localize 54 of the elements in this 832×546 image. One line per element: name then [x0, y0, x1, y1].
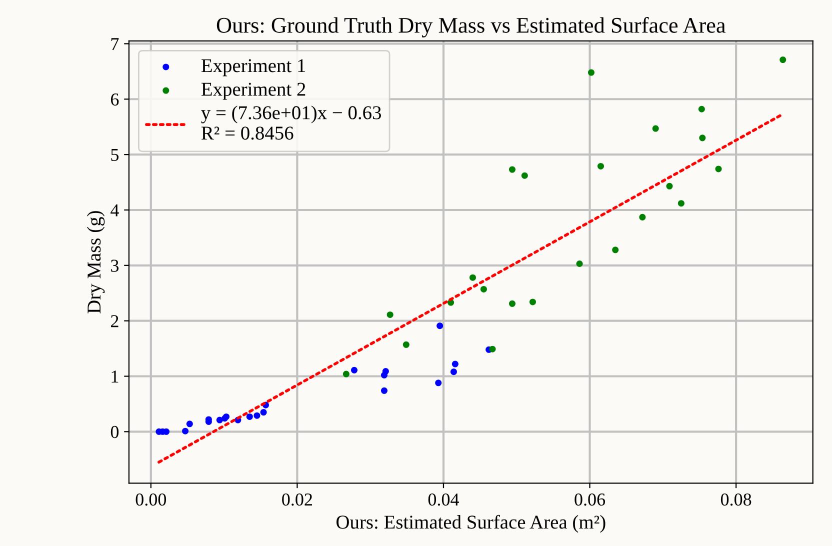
x-axis-title: Ours: Estimated Surface Area (m²) — [336, 514, 606, 533]
chart-title: Ours: Ground Truth Dry Mass vs Estimated Surface Area — [216, 16, 726, 38]
point — [508, 300, 516, 307]
point — [380, 387, 388, 394]
point — [639, 214, 646, 220]
point — [489, 346, 496, 352]
y-tick-label: 3 — [111, 260, 119, 272]
point — [469, 274, 476, 281]
point — [402, 341, 410, 348]
point — [452, 360, 458, 368]
point — [699, 134, 706, 142]
point — [529, 298, 536, 306]
point — [652, 125, 659, 132]
point — [246, 413, 253, 420]
y-axis-title: Dry Mass (g) — [86, 211, 105, 314]
y-tick-label: 1 — [112, 370, 118, 383]
point — [698, 106, 705, 112]
y-tick-label: 5 — [111, 149, 119, 162]
point — [260, 409, 267, 416]
point — [666, 182, 673, 190]
point — [386, 311, 394, 318]
legend-label: Experiment 1 — [201, 59, 306, 76]
point — [254, 412, 260, 419]
point — [508, 166, 516, 173]
x-tick-label: 0.06 — [574, 493, 606, 506]
y-tick-label: 7 — [111, 38, 119, 50]
point — [435, 380, 442, 386]
y-tick-label: 4 — [110, 204, 119, 216]
point — [186, 420, 193, 428]
x-tick-label: 0.08 — [720, 493, 752, 506]
point — [163, 428, 170, 435]
y-tick-label: 0 — [110, 426, 119, 438]
legend-label: Experiment 2 — [201, 82, 306, 100]
point — [382, 368, 389, 375]
point — [436, 322, 444, 330]
point — [450, 368, 457, 376]
point — [342, 370, 350, 378]
point — [612, 246, 619, 254]
point — [588, 69, 594, 76]
point — [780, 56, 786, 64]
point — [678, 200, 684, 207]
y-tick-label: 2 — [111, 315, 118, 328]
y-tick-label: 6 — [110, 93, 119, 106]
point — [521, 172, 528, 179]
point — [597, 162, 604, 170]
point — [576, 260, 583, 267]
x-tick-label: 0.02 — [282, 493, 312, 506]
point — [350, 366, 358, 374]
x-tick-label: 0.00 — [136, 493, 166, 506]
legend-label: y = (7.36e+01)x − 0.63 R² = 0.8456 — [201, 106, 382, 140]
point — [182, 428, 189, 434]
point — [480, 286, 487, 292]
point — [715, 166, 722, 172]
x-tick-label: 0.04 — [428, 493, 459, 506]
